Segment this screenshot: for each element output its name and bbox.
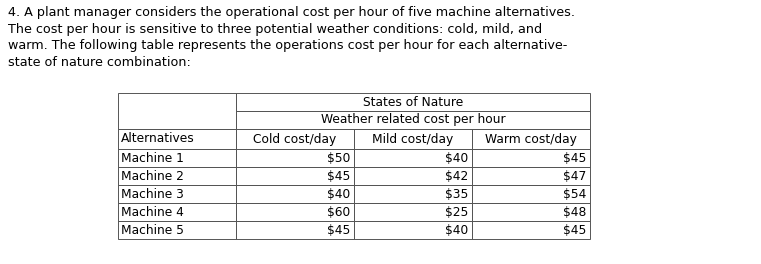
Text: The cost per hour is sensitive to three potential weather conditions: cold, mild: The cost per hour is sensitive to three …: [8, 22, 542, 35]
Text: Machine 5: Machine 5: [121, 224, 184, 237]
Text: $40: $40: [444, 152, 468, 164]
Text: Machine 3: Machine 3: [121, 187, 184, 200]
Bar: [236, 129, 354, 149]
Text: $60: $60: [326, 205, 350, 219]
Text: 4. A plant manager considers the operational cost per hour of five machine alter: 4. A plant manager considers the operati…: [8, 6, 575, 19]
Bar: [354, 221, 472, 239]
Text: $47: $47: [562, 169, 586, 182]
Bar: [472, 129, 590, 149]
Bar: [354, 185, 472, 203]
Bar: [472, 221, 590, 239]
Bar: [236, 111, 590, 129]
Bar: [354, 167, 472, 185]
Bar: [236, 185, 354, 203]
Text: Warm cost/day: Warm cost/day: [485, 133, 577, 145]
Text: Cold cost/day: Cold cost/day: [253, 133, 336, 145]
Text: $45: $45: [326, 169, 350, 182]
Bar: [118, 167, 236, 185]
Text: $45: $45: [562, 152, 586, 164]
Bar: [118, 93, 236, 129]
Text: $35: $35: [444, 187, 468, 200]
Bar: [118, 203, 236, 221]
Bar: [472, 203, 590, 221]
Text: Mild cost/day: Mild cost/day: [372, 133, 454, 145]
Text: Machine 2: Machine 2: [121, 169, 184, 182]
Bar: [118, 149, 236, 167]
Text: $40: $40: [326, 187, 350, 200]
Bar: [236, 167, 354, 185]
Text: $45: $45: [326, 224, 350, 237]
Text: warm. The following table represents the operations cost per hour for each alter: warm. The following table represents the…: [8, 39, 568, 52]
Text: Machine 4: Machine 4: [121, 205, 184, 219]
Bar: [236, 93, 590, 111]
Text: state of nature combination:: state of nature combination:: [8, 55, 191, 68]
Text: $40: $40: [444, 224, 468, 237]
Bar: [354, 203, 472, 221]
Bar: [354, 129, 472, 149]
Bar: [118, 185, 236, 203]
Text: $45: $45: [562, 224, 586, 237]
Bar: [354, 149, 472, 167]
Bar: [472, 185, 590, 203]
Bar: [236, 203, 354, 221]
Bar: [236, 149, 354, 167]
Bar: [236, 221, 354, 239]
Bar: [118, 129, 236, 149]
Bar: [472, 149, 590, 167]
Bar: [118, 221, 236, 239]
Text: $50: $50: [326, 152, 350, 164]
Text: Machine 1: Machine 1: [121, 152, 184, 164]
Bar: [472, 167, 590, 185]
Text: Weather related cost per hour: Weather related cost per hour: [320, 114, 505, 126]
Text: $54: $54: [562, 187, 586, 200]
Text: States of Nature: States of Nature: [363, 96, 463, 109]
Text: Alternatives: Alternatives: [121, 133, 195, 145]
Text: $42: $42: [444, 169, 468, 182]
Text: $48: $48: [562, 205, 586, 219]
Text: $25: $25: [444, 205, 468, 219]
